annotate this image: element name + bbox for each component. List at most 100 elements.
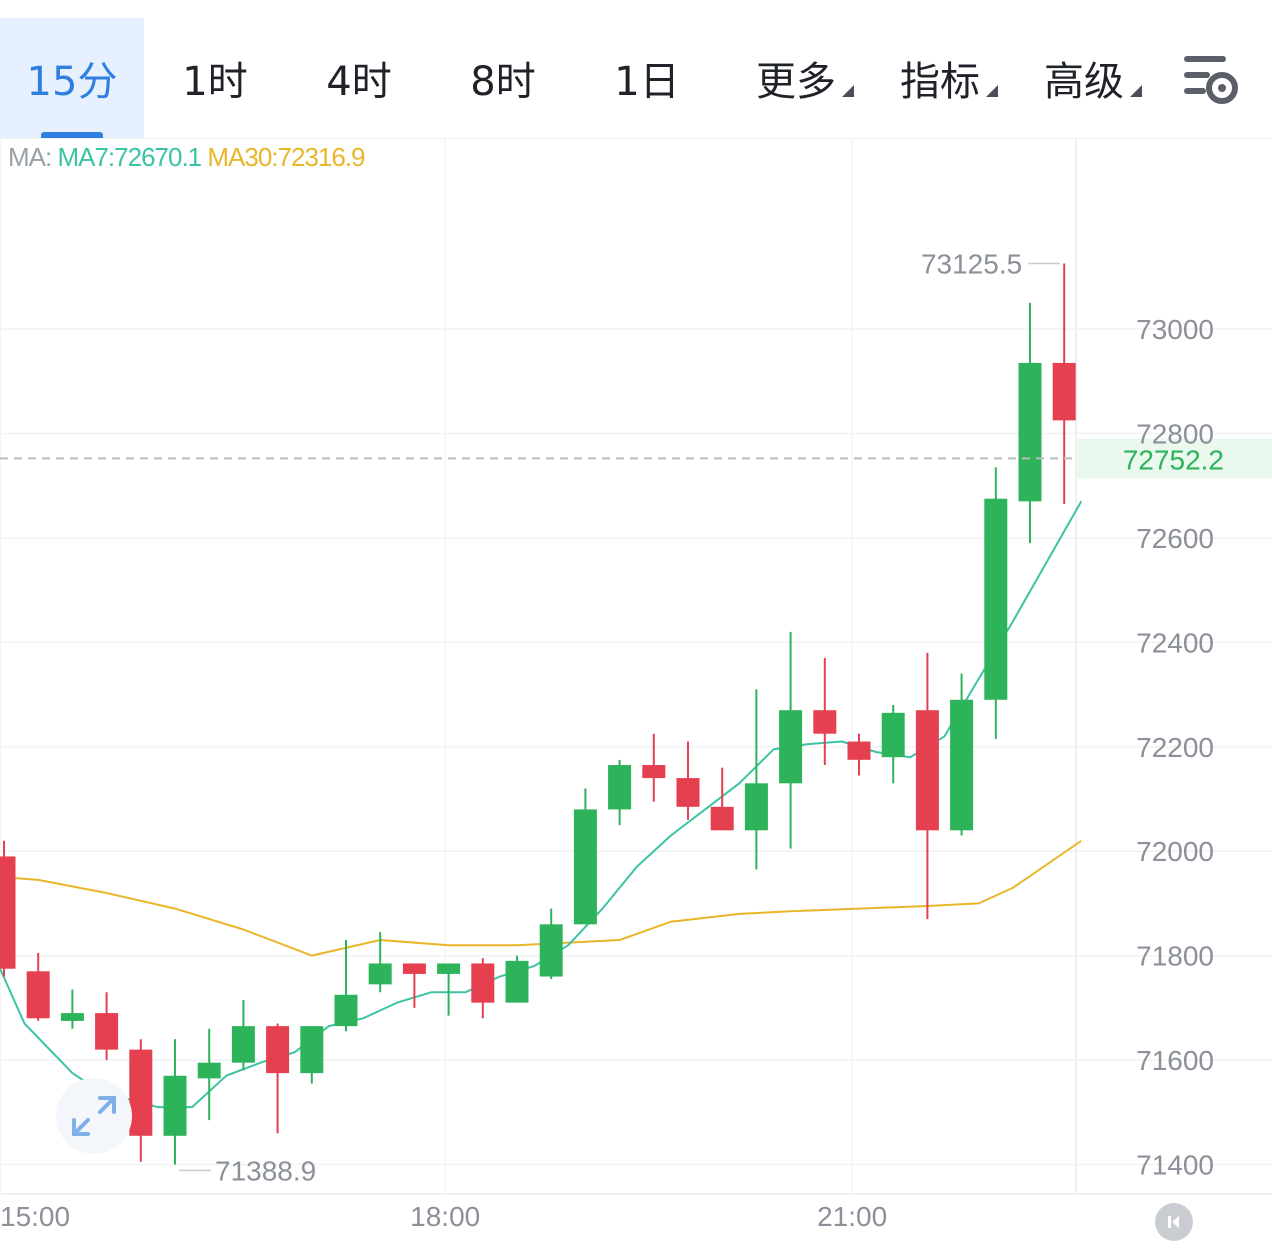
candle-body (779, 710, 803, 784)
candle-body (437, 963, 461, 974)
candle-up (984, 467, 1008, 739)
candle-up (163, 1039, 187, 1165)
tab-8h[interactable]: 8时 (438, 18, 568, 138)
candle-body (471, 963, 495, 1003)
candle-body (813, 710, 837, 734)
price-tick-label: 72000 (1136, 836, 1214, 867)
candle-down (402, 963, 426, 1008)
candle-body (231, 1026, 255, 1063)
tab-4h[interactable]: 4时 (294, 18, 424, 138)
ma-legend: MA: MA7:72670.1 MA30:72316.9 (8, 142, 366, 173)
candle-body (1018, 362, 1042, 502)
more-dropdown[interactable]: 更多 (740, 18, 870, 138)
price-tick-label: 71600 (1136, 1045, 1214, 1076)
candle-up (608, 759, 632, 826)
price-tick-label: 71800 (1136, 941, 1214, 972)
price-tick-label: 72200 (1136, 732, 1214, 763)
candle-up (950, 673, 974, 836)
tab-8h-label: 8时 (470, 59, 536, 105)
candle-body (608, 765, 632, 810)
candle-body (881, 712, 905, 758)
candle-body (95, 1013, 119, 1050)
candle-down (95, 992, 119, 1061)
candle-down (676, 741, 700, 820)
dropdown-caret-icon (986, 85, 998, 97)
candle-up (437, 963, 461, 1016)
time-axis: 15:00 18:00 21:00 (0, 1201, 887, 1232)
time-tick-label: 21:00 (817, 1201, 887, 1232)
candle-up (573, 788, 597, 925)
candle-body (744, 783, 768, 831)
advanced-dropdown[interactable]: 高级 (1028, 18, 1158, 138)
tab-15m-label: 15分 (26, 59, 118, 105)
volume-legend-strip (0, 1236, 1272, 1248)
tab-1h-label: 1时 (182, 59, 248, 105)
candle-body (573, 809, 597, 925)
price-tick-label: 72400 (1136, 627, 1214, 658)
candle-body (60, 1013, 84, 1021)
price-tick-label: 71400 (1136, 1150, 1214, 1181)
candle-body (163, 1075, 187, 1136)
grid-lines (0, 140, 1272, 1195)
candle-body (710, 806, 734, 831)
current-price-label: 72752.2 (1123, 444, 1224, 475)
timeframe-tabs: 15分 1时 4时 8时 1日 更多 指标 高级 (0, 0, 1272, 139)
candle-up (197, 1028, 221, 1121)
dropdown-caret-icon (1130, 85, 1142, 97)
tab-1h[interactable]: 1时 (150, 18, 280, 138)
candle-body (402, 963, 426, 974)
ma7-value: MA7:72670.1 (57, 142, 202, 172)
low-marker-label: 71388.9 (215, 1155, 316, 1186)
tab-4h-label: 4时 (326, 59, 392, 105)
candle-down (710, 767, 734, 831)
candle-down (642, 733, 666, 802)
candle-body (368, 963, 392, 985)
indicators-dropdown[interactable]: 指标 (884, 18, 1014, 138)
candle-body (676, 778, 700, 807)
candle-up (744, 689, 768, 870)
candles (0, 263, 1076, 1165)
candle-up (334, 939, 358, 1032)
candle-up (539, 908, 563, 980)
dropdown-caret-icon (842, 85, 854, 97)
candle-body (642, 765, 666, 779)
ma30-value: MA30:72316.9 (207, 142, 365, 172)
candle-down (915, 652, 939, 920)
price-tick-label: 73000 (1136, 314, 1214, 345)
advanced-dropdown-label: 高级 (1044, 59, 1124, 105)
ma-legend-prefix: MA: (8, 142, 52, 172)
candle-body (334, 994, 358, 1027)
fullscreen-button[interactable] (56, 1078, 132, 1154)
candle-body (129, 1049, 153, 1136)
more-dropdown-label: 更多 (756, 59, 836, 105)
candle-body (197, 1062, 221, 1079)
tab-1d[interactable]: 1日 (582, 18, 712, 138)
candle-down (129, 1039, 153, 1162)
time-tick-label: 18:00 (410, 1201, 480, 1232)
active-tab-indicator (41, 132, 103, 138)
price-axis: 73000 72800 72600 72400 72200 72000 71800 71600… (1136, 314, 1214, 1181)
high-marker-label: 73125.5 (921, 248, 1022, 279)
extreme-markers: 73125.5 71388.9 (179, 248, 1061, 1186)
candle-up (505, 955, 529, 1003)
candle-body (0, 856, 16, 969)
indicators-dropdown-label: 指标 (900, 59, 980, 105)
scroll-to-latest-button[interactable] (1155, 1203, 1193, 1241)
price-tick-label: 72800 (1136, 418, 1214, 449)
candle-up (1018, 302, 1042, 544)
expand-icon (72, 1096, 116, 1136)
skip-back-icon (1168, 1216, 1179, 1228)
candle-up (881, 704, 905, 784)
chart-settings-button[interactable] (1180, 52, 1244, 108)
candle-down (0, 840, 16, 977)
candle-body (1052, 362, 1076, 421)
candle-body (300, 1026, 324, 1074)
tab-15m[interactable]: 15分 (0, 18, 144, 138)
candle-body (984, 498, 1008, 700)
candle-body (915, 710, 939, 831)
candle-down (813, 657, 837, 766)
time-tick-label: 15:00 (0, 1201, 70, 1232)
candle-down (471, 958, 495, 1019)
candle-up (368, 932, 392, 993)
